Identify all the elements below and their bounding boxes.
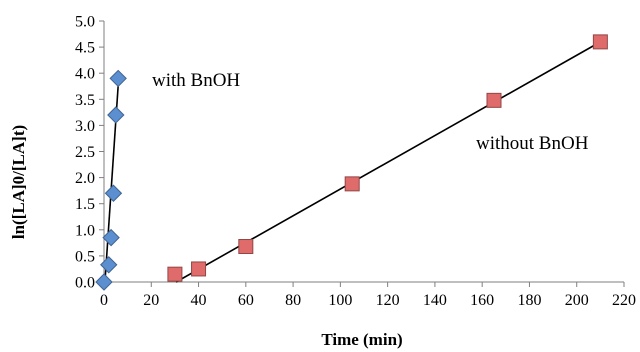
data-point-diamond	[102, 228, 120, 247]
data-point-diamond	[95, 273, 113, 291]
x-tick-label: 40	[191, 292, 207, 309]
data-point-square	[344, 176, 360, 192]
x-axis-title: Time (min)	[321, 330, 402, 349]
data-point-square	[167, 266, 183, 282]
x-tick-label: 120	[376, 292, 400, 309]
y-tick-label: 3.0	[75, 118, 95, 135]
data-point-diamond	[109, 69, 127, 88]
x-tick-label: 0	[100, 292, 108, 309]
data-point-square	[191, 261, 207, 277]
data-point-diamond	[107, 106, 125, 124]
y-tick-label: 2.5	[75, 144, 95, 161]
y-tick-label: 3.5	[75, 92, 95, 109]
data-point-diamond	[100, 256, 118, 274]
y-tick-label: 4.5	[75, 40, 95, 57]
y-tick-label: 0.5	[75, 248, 95, 265]
x-tick-label: 100	[328, 292, 352, 309]
x-tick-label: 60	[238, 292, 254, 309]
y-tick-label: 2.0	[75, 170, 95, 187]
y-tick-label: 4.0	[75, 66, 95, 83]
x-tick-label: 160	[470, 292, 494, 309]
y-tick-label: 0.0	[75, 275, 95, 292]
series-label-without-bnoh: without BnOH	[476, 133, 589, 154]
y-tick-label: 1.5	[75, 196, 95, 213]
data-point-square	[486, 92, 502, 108]
x-tick-label: 140	[423, 292, 447, 309]
y-axis-title: ln([LA]0/[LA]t)	[9, 125, 28, 239]
data-markers	[95, 34, 608, 291]
x-tick-label: 220	[612, 292, 636, 309]
x-tick-label: 80	[285, 292, 301, 309]
y-tick-label: 5.0	[75, 14, 95, 31]
data-point-diamond	[104, 184, 123, 202]
y-tick-label: 1.0	[75, 222, 95, 239]
data-point-square	[238, 239, 254, 255]
axes: 0.0 0.5 1.0 1.5 2.0 2.5 3.0 3.5 4.0 4.5 5.0 0 20 40 60…	[75, 14, 636, 310]
data-point-square	[592, 34, 608, 50]
x-tick-label: 20	[143, 292, 159, 309]
x-tick-label: 200	[565, 292, 589, 309]
series-label-with-bnoh: with BnOH	[152, 70, 240, 91]
x-tick-label: 180	[517, 292, 541, 309]
